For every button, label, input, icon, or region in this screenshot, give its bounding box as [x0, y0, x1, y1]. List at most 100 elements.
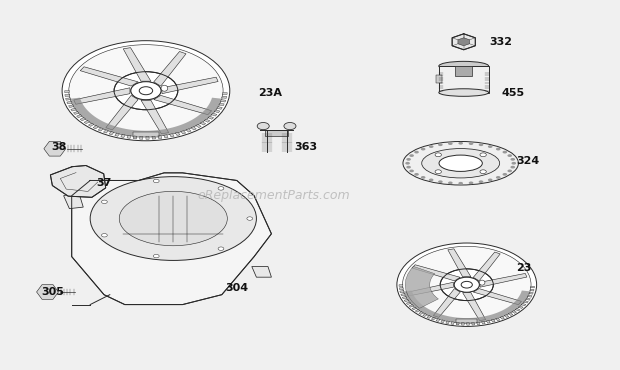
Polygon shape	[528, 295, 532, 297]
Polygon shape	[77, 115, 82, 118]
Polygon shape	[141, 100, 169, 134]
Polygon shape	[67, 101, 72, 104]
Polygon shape	[529, 292, 533, 294]
Polygon shape	[530, 289, 534, 291]
Text: 332: 332	[489, 37, 512, 47]
Circle shape	[438, 143, 443, 146]
Polygon shape	[74, 111, 79, 114]
Polygon shape	[106, 95, 138, 130]
Polygon shape	[80, 67, 138, 86]
Ellipse shape	[90, 176, 257, 260]
Polygon shape	[74, 88, 130, 104]
Polygon shape	[515, 308, 520, 311]
Polygon shape	[412, 265, 460, 281]
Circle shape	[510, 166, 515, 168]
Polygon shape	[265, 130, 288, 136]
Polygon shape	[98, 128, 104, 131]
FancyBboxPatch shape	[133, 132, 159, 137]
Ellipse shape	[403, 141, 518, 185]
Circle shape	[429, 145, 433, 148]
Polygon shape	[121, 134, 125, 137]
Circle shape	[458, 182, 463, 185]
Polygon shape	[181, 131, 185, 134]
Polygon shape	[472, 323, 475, 325]
Circle shape	[448, 142, 453, 145]
Polygon shape	[50, 165, 105, 197]
Polygon shape	[448, 249, 471, 277]
Circle shape	[414, 173, 419, 176]
Circle shape	[421, 176, 425, 179]
Circle shape	[435, 153, 441, 157]
Polygon shape	[451, 322, 454, 324]
Polygon shape	[399, 285, 403, 286]
Polygon shape	[215, 110, 220, 113]
Circle shape	[479, 143, 484, 146]
Polygon shape	[427, 316, 432, 318]
Text: 23A: 23A	[259, 88, 282, 98]
Circle shape	[454, 277, 479, 292]
Polygon shape	[170, 134, 174, 137]
Polygon shape	[412, 307, 417, 310]
Circle shape	[153, 255, 159, 258]
Circle shape	[114, 72, 178, 110]
Circle shape	[140, 87, 153, 95]
Circle shape	[62, 41, 230, 141]
Polygon shape	[219, 103, 224, 106]
Polygon shape	[409, 305, 414, 307]
Polygon shape	[504, 314, 509, 317]
Polygon shape	[531, 286, 534, 288]
Polygon shape	[154, 95, 211, 115]
Polygon shape	[487, 320, 490, 323]
Polygon shape	[175, 132, 180, 135]
Text: 455: 455	[502, 88, 525, 98]
Circle shape	[402, 246, 531, 323]
Polygon shape	[93, 125, 99, 129]
Polygon shape	[526, 298, 530, 300]
Circle shape	[257, 122, 269, 130]
Circle shape	[218, 187, 224, 190]
Circle shape	[469, 182, 473, 184]
Circle shape	[414, 151, 419, 154]
Circle shape	[507, 169, 512, 172]
Circle shape	[507, 154, 512, 157]
Ellipse shape	[439, 61, 489, 71]
FancyBboxPatch shape	[455, 66, 472, 76]
FancyBboxPatch shape	[439, 66, 489, 92]
Circle shape	[488, 178, 492, 181]
Circle shape	[406, 158, 411, 161]
Circle shape	[480, 153, 486, 157]
Polygon shape	[446, 321, 450, 324]
Polygon shape	[480, 273, 527, 287]
Polygon shape	[404, 299, 409, 302]
Polygon shape	[252, 266, 272, 277]
Circle shape	[102, 200, 107, 204]
Text: 38: 38	[51, 142, 67, 152]
Polygon shape	[164, 135, 168, 138]
Polygon shape	[518, 306, 523, 309]
Polygon shape	[223, 92, 227, 94]
Text: 37: 37	[96, 178, 112, 188]
Circle shape	[421, 148, 425, 151]
Polygon shape	[458, 38, 469, 46]
Polygon shape	[217, 107, 222, 109]
Polygon shape	[473, 289, 521, 305]
Polygon shape	[133, 136, 137, 139]
Polygon shape	[467, 323, 469, 325]
Polygon shape	[407, 282, 453, 296]
Circle shape	[461, 281, 472, 288]
Polygon shape	[65, 94, 70, 97]
Circle shape	[409, 154, 414, 157]
Polygon shape	[154, 51, 186, 86]
Polygon shape	[123, 48, 151, 81]
Polygon shape	[524, 301, 528, 303]
Circle shape	[448, 182, 453, 184]
Text: 324: 324	[516, 157, 540, 166]
Polygon shape	[191, 127, 197, 130]
Circle shape	[429, 178, 433, 181]
Polygon shape	[473, 252, 500, 281]
Circle shape	[406, 166, 411, 168]
Polygon shape	[72, 173, 272, 305]
Circle shape	[102, 233, 107, 237]
Polygon shape	[500, 316, 505, 319]
Polygon shape	[127, 135, 131, 138]
